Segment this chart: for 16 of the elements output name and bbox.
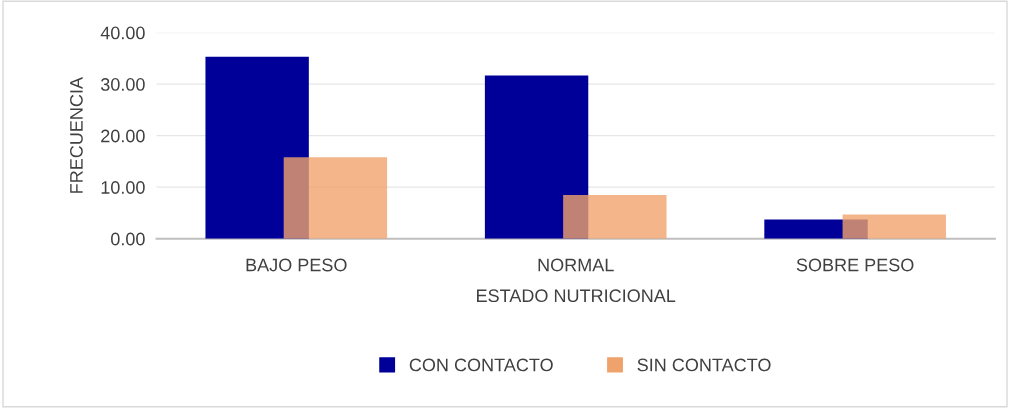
y-tick-label: 40.00 [100, 26, 145, 40]
y-axis-title: FRECUENCIA [70, 77, 83, 193]
y-tick-label: 20.00 [101, 129, 145, 143]
legend-label: CON CONTACTO [409, 358, 553, 372]
x-tick-label: SOBRE PESO [796, 258, 914, 272]
bar [563, 194, 667, 239]
bar [842, 214, 946, 239]
x-axis-title: ESTADO NUTRICIONAL [477, 289, 676, 303]
y-tick-label: 0.00 [111, 232, 145, 246]
bar [283, 157, 388, 239]
x-tick-label: NORMAL [538, 258, 614, 272]
legend-label: SIN CONTACTO [637, 358, 771, 372]
y-tick-label: 30.00 [100, 78, 145, 91]
bar [484, 75, 589, 239]
y-tick-label: 10.00 [101, 181, 145, 194]
x-tick-label: BAJO PESO [246, 258, 347, 272]
